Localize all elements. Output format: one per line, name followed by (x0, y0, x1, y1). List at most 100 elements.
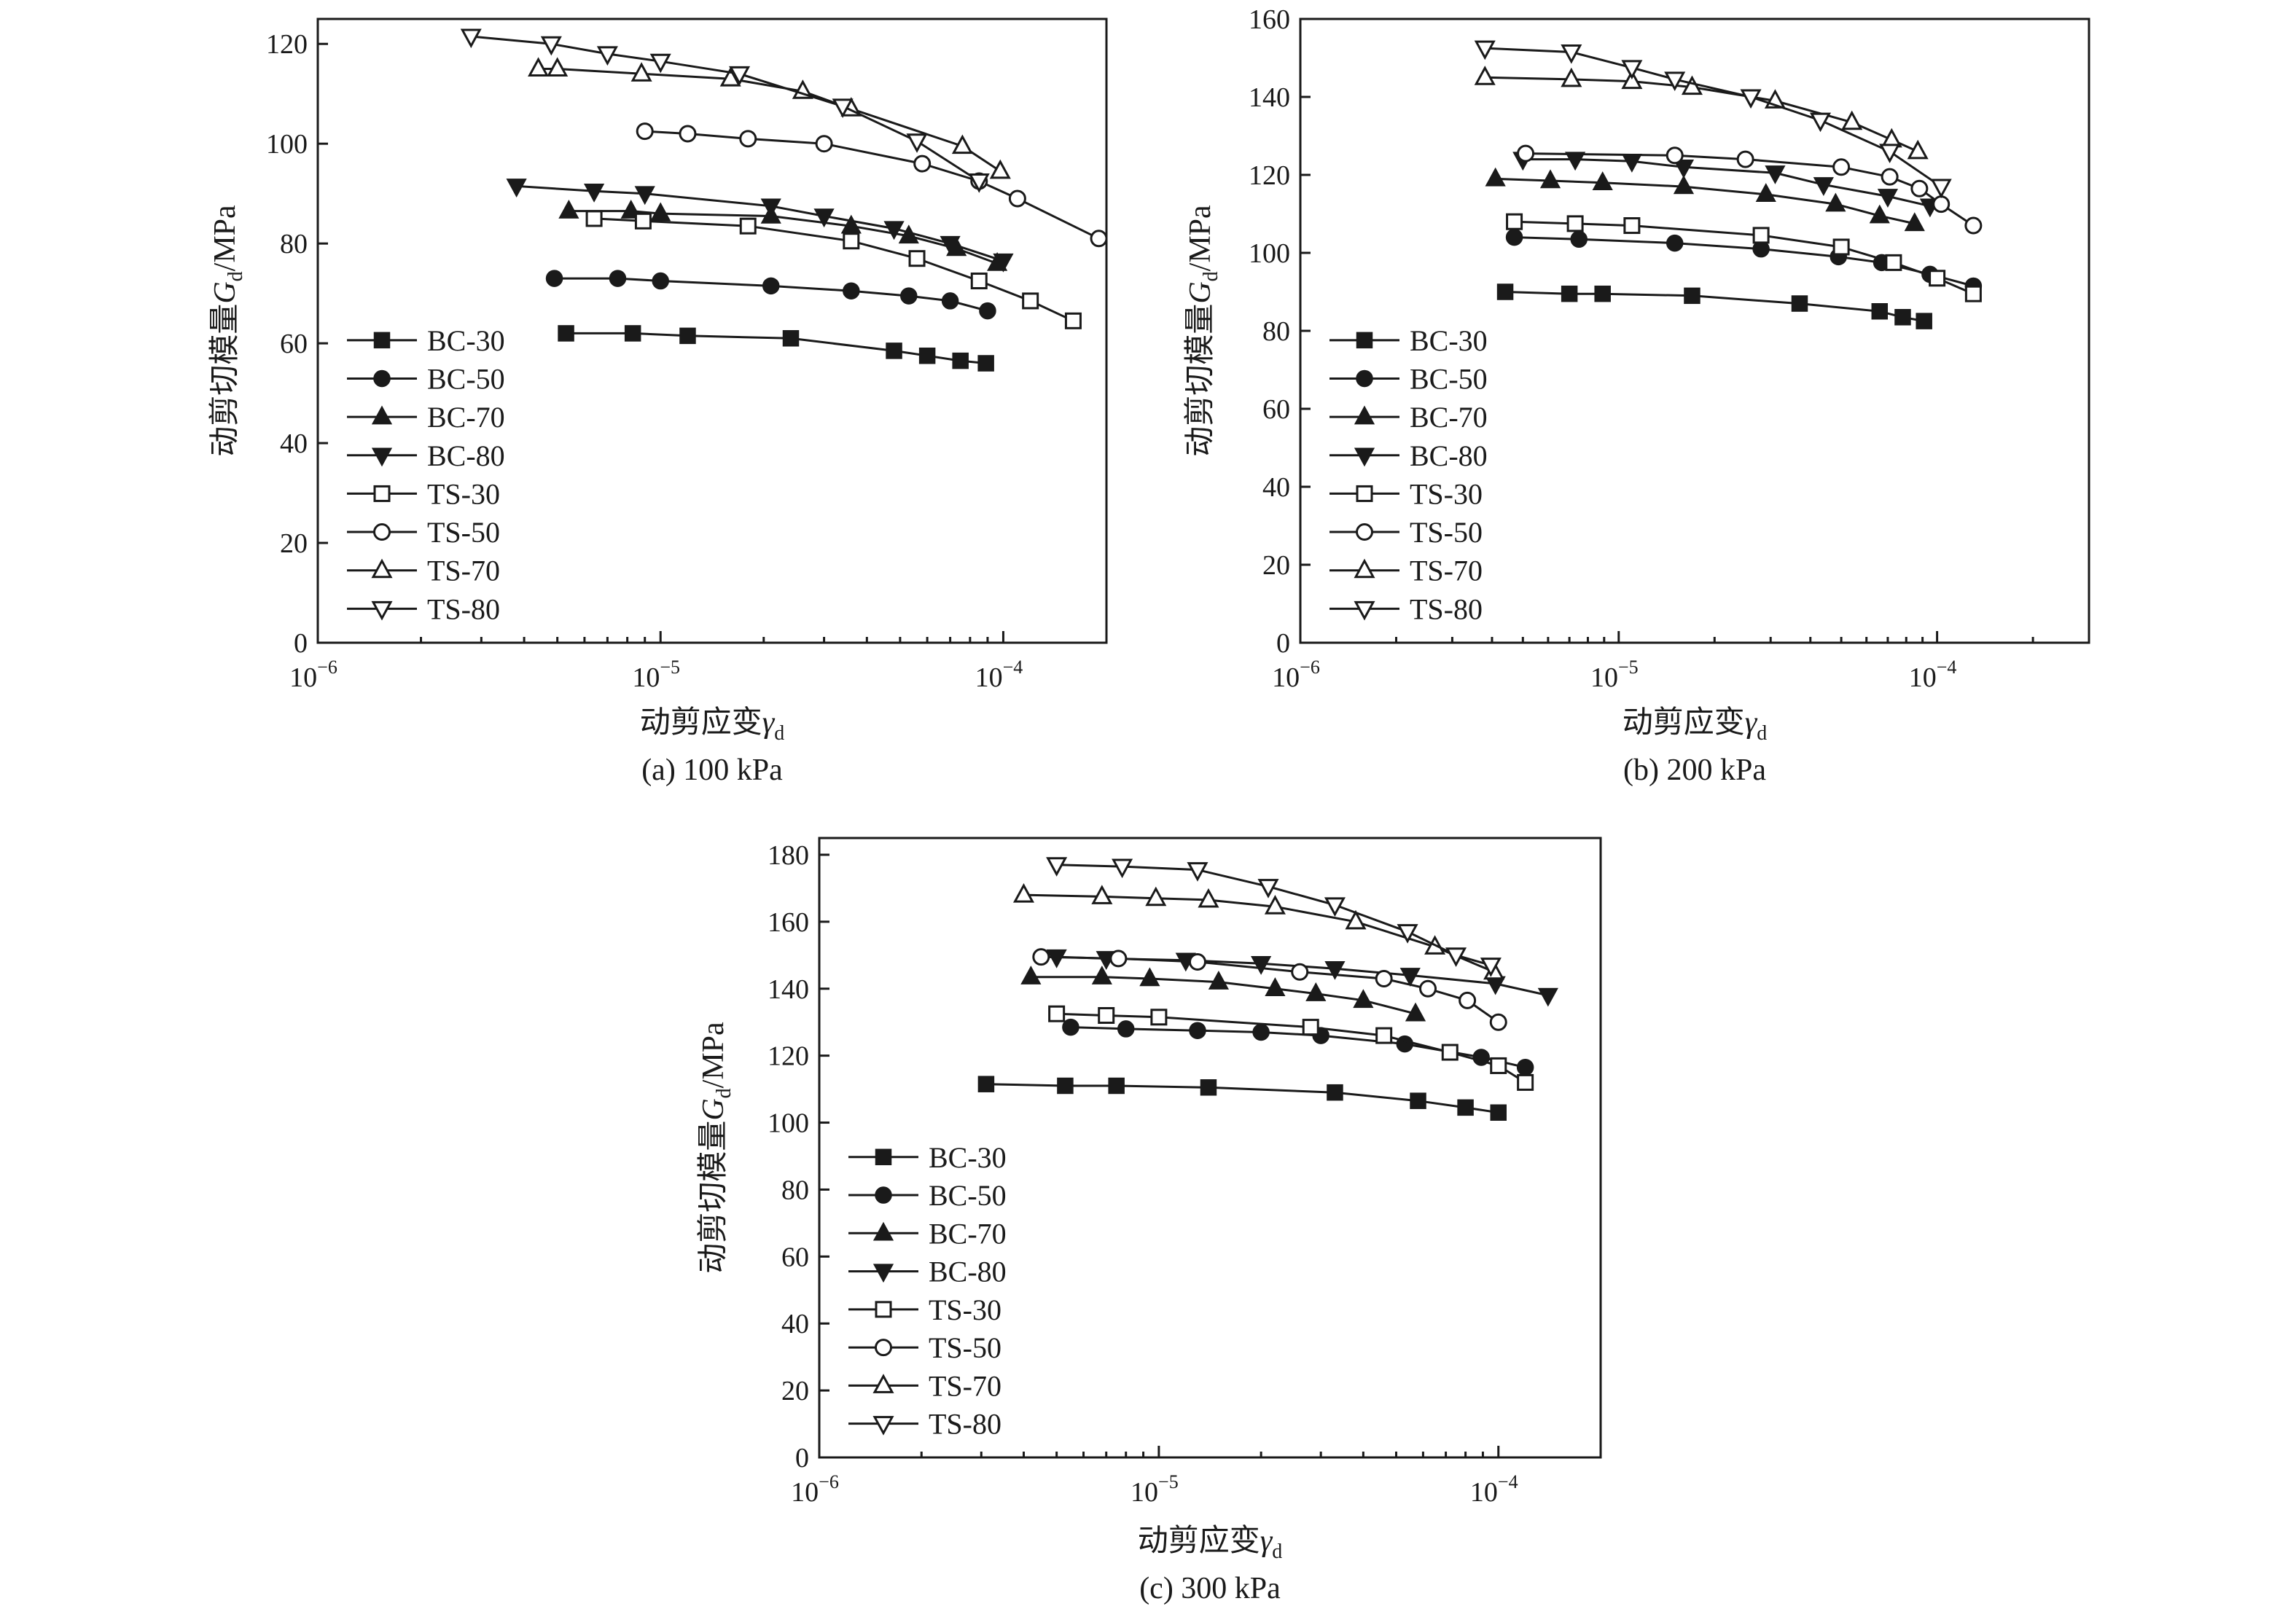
data-point-ts-80 (1740, 89, 1762, 109)
series-ts-50 (1032, 948, 1507, 1031)
data-point-ts-80 (1046, 857, 1068, 877)
data-point-ts-30 (1517, 1073, 1534, 1091)
data-point-ts-30 (1832, 238, 1850, 256)
legend-item-ts-50: TS-50 (848, 1331, 1001, 1364)
legend-item-ts-80: TS-80 (347, 592, 500, 625)
series-ts-80 (1046, 857, 1502, 977)
legend-item-bc-70: BC-70 (347, 401, 505, 434)
data-point-bc-30 (1561, 285, 1578, 302)
data-point-ts-70 (1145, 886, 1167, 907)
data-point-bc-30 (1894, 309, 1911, 326)
series-ts-30 (1506, 213, 1982, 302)
y-tick-label: 80 (280, 229, 308, 259)
legend-marker (875, 1339, 892, 1357)
data-point-ts-80 (1445, 947, 1467, 967)
x-tick-label: 10−5 (632, 657, 680, 693)
panel-a: 0 20 40 60 80 100 120 10−6 10−5 10−4 BC-30 BC-50 BC-… (208, 17, 1108, 787)
y-tick-label: 100 (768, 1108, 809, 1139)
data-point-bc-80 (1324, 960, 1346, 980)
data-point-bc-50 (1117, 1020, 1135, 1038)
data-point-bc-30 (1057, 1077, 1074, 1095)
data-point-bc-30 (1108, 1077, 1125, 1095)
y-tick-label: 60 (1262, 394, 1290, 425)
data-point-ts-80 (1187, 862, 1208, 882)
data-point-ts-80 (1879, 144, 1901, 164)
data-point-bc-80 (1537, 987, 1558, 1007)
y-tick-label: 60 (781, 1242, 809, 1272)
legend-item-ts-50: TS-50 (347, 516, 500, 549)
legend-label: BC-80 (929, 1256, 1007, 1288)
data-point-bc-30 (1410, 1092, 1426, 1109)
y-tick-label: 20 (1262, 550, 1290, 581)
series-line-bc-50 (1070, 1026, 1526, 1069)
legend-marker (875, 1148, 892, 1165)
data-point-ts-30 (1964, 285, 1982, 302)
data-point-bc-50 (979, 302, 996, 320)
series-ts-70 (1012, 882, 1505, 980)
data-point-bc-50 (1570, 230, 1588, 248)
data-point-ts-50 (1188, 953, 1206, 971)
data-point-ts-80 (832, 98, 854, 118)
series-line-bc-70 (1031, 976, 1416, 1015)
y-tick-label: 100 (266, 129, 308, 160)
data-point-bc-30 (1490, 1104, 1507, 1121)
y-tick-label: 60 (280, 329, 308, 359)
x-tick-label: 10−5 (1131, 1471, 1179, 1508)
legend-label: BC-80 (427, 439, 505, 472)
y-tick-label: 100 (1249, 238, 1290, 269)
data-point-ts-80 (1474, 40, 1496, 60)
data-point-ts-30 (843, 232, 860, 250)
legend-label: TS-50 (1410, 516, 1483, 549)
legend-item-bc-30: BC-30 (347, 324, 505, 357)
data-point-ts-70 (951, 134, 973, 154)
x-tick-label: 10−4 (1909, 657, 1957, 693)
data-point-ts-50 (739, 130, 757, 148)
series-line-bc-70 (1495, 177, 1916, 225)
legend-item-bc-50: BC-50 (848, 1179, 1007, 1212)
data-point-ts-50 (1109, 950, 1128, 968)
data-point-ts-70 (528, 57, 550, 77)
data-point-bc-70 (1755, 183, 1776, 202)
y-tick-label: 120 (768, 1041, 809, 1072)
data-point-ts-80 (596, 46, 618, 66)
y-tick-label: 40 (280, 428, 308, 459)
data-point-bc-80 (940, 235, 961, 255)
data-point-ts-70 (630, 62, 652, 82)
legend-marker (875, 1301, 892, 1318)
data-point-bc-30 (558, 325, 574, 342)
series-ts-50 (1517, 144, 1983, 235)
legend-label: BC-70 (929, 1217, 1007, 1250)
legend-item-ts-70: TS-70 (1329, 555, 1483, 587)
legend-label: TS-30 (929, 1293, 1001, 1326)
panel-b: 0 20 40 60 80 100 120 140 160 10−6 10−5 10−4 BC-30 BC… (1184, 4, 2090, 787)
data-point-bc-30 (1327, 1084, 1343, 1101)
data-point-bc-70 (1592, 171, 1613, 190)
legend-label: TS-70 (1410, 555, 1483, 587)
data-point-bc-70 (650, 202, 671, 222)
data-point-ts-30 (1490, 1057, 1507, 1074)
legend-item-ts-30: TS-30 (1329, 477, 1483, 510)
series-bc-30 (977, 1076, 1507, 1121)
data-point-ts-80 (906, 133, 928, 153)
x-axis-title: 动剪应变γd (640, 705, 785, 745)
x-tick-label: 10−4 (975, 657, 1023, 693)
y-tick-label: 80 (1262, 316, 1290, 347)
legend-marker (1356, 485, 1373, 502)
legend-label: TS-70 (929, 1369, 1001, 1402)
y-axis-title: 动剪切模量Gd/MPa (208, 205, 247, 457)
data-point-ts-30 (1150, 1009, 1168, 1026)
data-point-ts-30 (1566, 215, 1584, 232)
y-axis-title: 动剪切模量Gd/MPa (697, 1022, 735, 1274)
data-point-ts-30 (1506, 213, 1523, 230)
legend-label: TS-80 (427, 592, 500, 625)
data-point-ts-50 (1910, 179, 1929, 197)
data-point-bc-50 (1505, 228, 1523, 246)
legend-label: TS-50 (427, 516, 500, 549)
series-bc-80 (1512, 152, 1940, 218)
data-point-bc-50 (1189, 1022, 1206, 1039)
data-point-bc-50 (1062, 1018, 1079, 1036)
legend-item-ts-70: TS-70 (848, 1369, 1001, 1402)
series-bc-30 (558, 325, 994, 372)
